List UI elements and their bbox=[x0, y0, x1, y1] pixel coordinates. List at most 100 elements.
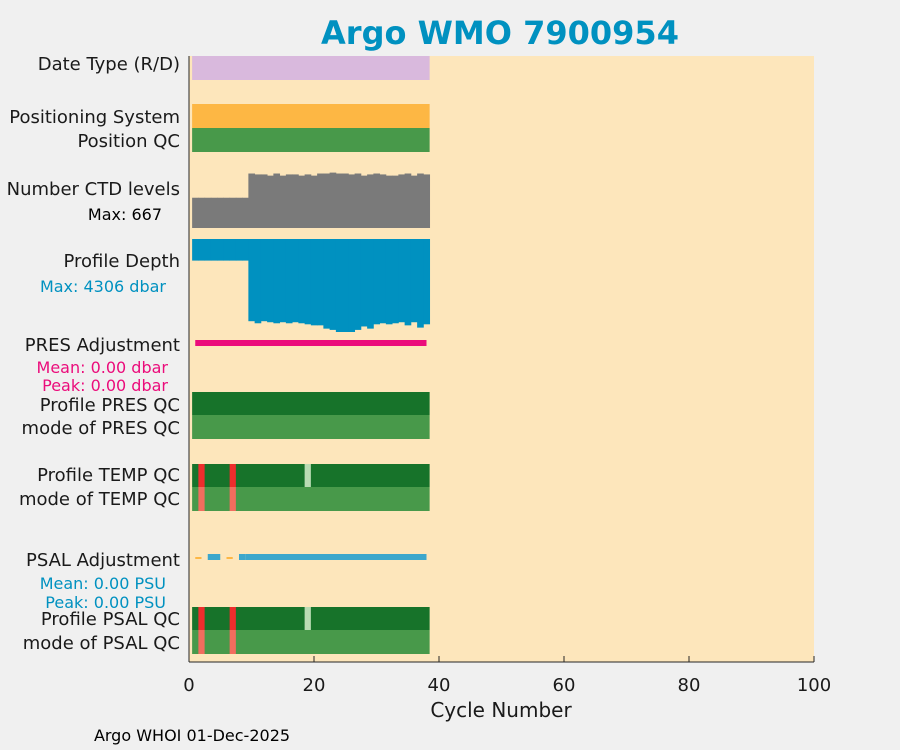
profile-depth-bar bbox=[373, 239, 381, 325]
psal-profile-qc-missing-cycle bbox=[304, 607, 311, 630]
label-mode-pres-qc: mode of PRES QC bbox=[22, 418, 180, 439]
temp-mode-qc-bad-cycle bbox=[229, 487, 236, 511]
ctd-level-bar bbox=[367, 174, 374, 228]
ctd-level-bar bbox=[273, 173, 281, 228]
psal-peak-label: Peak: 0.00 PSU bbox=[45, 593, 166, 612]
profile-depth-bar bbox=[398, 239, 406, 323]
ctd-level-bar bbox=[329, 172, 337, 228]
profile-depth-bar bbox=[254, 239, 262, 324]
temp-profile-qc-bad-cycle bbox=[198, 464, 205, 487]
profile-depth-bar bbox=[279, 239, 287, 323]
x-axis-ticks: 0 20 40 60 80 100 bbox=[183, 656, 831, 696]
profile-depth-bar bbox=[342, 239, 349, 332]
x-tick-label: 40 bbox=[428, 675, 451, 696]
position-qc-bar bbox=[192, 128, 430, 152]
psal-adjustment-segment bbox=[245, 554, 427, 560]
label-mode-temp-qc: mode of TEMP QC bbox=[19, 489, 180, 510]
profile-depth-bar bbox=[410, 239, 418, 323]
ctd-level-bar bbox=[204, 197, 212, 228]
label-psal-adjustment: PSAL Adjustment bbox=[26, 550, 180, 571]
ctd-level-bar bbox=[379, 174, 387, 228]
date-type-bar bbox=[192, 56, 430, 80]
psal-adjustment-segment bbox=[195, 557, 202, 559]
psal-adjustment-segment bbox=[207, 554, 221, 560]
ctd-level-bar bbox=[298, 175, 306, 228]
profile-depth-bar bbox=[248, 239, 256, 322]
label-pres-adjustment: PRES Adjustment bbox=[25, 335, 180, 356]
label-profile-depth: Profile Depth bbox=[63, 251, 180, 272]
profile-depth-bar bbox=[348, 239, 356, 332]
profile-depth-bar bbox=[360, 239, 368, 327]
ctd-level-bar bbox=[210, 197, 218, 228]
profile-depth-bar bbox=[267, 239, 274, 323]
profile-depth-bar bbox=[298, 239, 306, 324]
label-profile-temp-qc: Profile TEMP QC bbox=[37, 465, 180, 486]
ctd-max-label: Max: 667 bbox=[88, 205, 162, 224]
ctd-level-bar bbox=[373, 173, 381, 228]
psal-adjustment-segment bbox=[226, 557, 233, 559]
ctd-level-bar bbox=[323, 173, 331, 228]
label-profile-psal-qc: Profile PSAL QC bbox=[41, 609, 180, 630]
pres-mean-label: Mean: 0.00 dbar bbox=[37, 358, 169, 377]
ctd-level-bar bbox=[360, 175, 368, 228]
ctd-level-bar bbox=[310, 175, 318, 228]
ctd-level-bar bbox=[242, 197, 249, 228]
ctd-level-bar bbox=[260, 174, 268, 228]
profile-depth-bar bbox=[204, 239, 212, 261]
profile-depth-bar bbox=[323, 239, 331, 329]
x-tick-label: 0 bbox=[183, 675, 194, 696]
mode-pres-qc-bar bbox=[192, 415, 430, 439]
ctd-level-bar bbox=[235, 197, 243, 228]
ctd-level-bar bbox=[292, 174, 299, 228]
ctd-level-bar bbox=[254, 174, 262, 228]
x-tick-label: 60 bbox=[553, 675, 576, 696]
temp-profile-qc-bad-cycle bbox=[229, 464, 236, 487]
profile-depth-bar bbox=[392, 239, 399, 324]
temp-profile-qc-missing-cycle bbox=[304, 464, 311, 487]
profile-depth-bar bbox=[235, 239, 243, 261]
ctd-level-bar bbox=[417, 173, 424, 228]
label-mode-psal-qc: mode of PSAL QC bbox=[23, 633, 180, 654]
ctd-level-bar bbox=[342, 173, 349, 228]
chart-title: Argo WMO 7900954 bbox=[321, 14, 679, 52]
profile-depth-bar bbox=[285, 239, 293, 324]
profile-depth-bar bbox=[354, 239, 362, 330]
chart-marks bbox=[192, 56, 431, 654]
ctd-level-bar bbox=[248, 173, 256, 228]
ctd-level-bar bbox=[404, 173, 412, 228]
ctd-level-bar bbox=[392, 175, 399, 228]
psal-mean-label: Mean: 0.00 PSU bbox=[40, 574, 166, 593]
psal-mode-qc-bar bbox=[192, 630, 430, 654]
profile-depth-bar bbox=[367, 239, 374, 329]
x-axis-label: Cycle Number bbox=[430, 698, 572, 722]
label-profile-pres-qc: Profile PRES QC bbox=[40, 395, 180, 416]
ctd-level-bar bbox=[410, 175, 418, 228]
ctd-level-bar bbox=[279, 175, 287, 228]
profile-pres-qc-bar bbox=[192, 392, 430, 415]
profile-depth-bar bbox=[273, 239, 281, 324]
ctd-level-bar bbox=[354, 173, 362, 228]
pres-peak-label: Peak: 0.00 dbar bbox=[42, 376, 168, 395]
pres-adjustment-line bbox=[195, 340, 427, 346]
profile-depth-bar bbox=[304, 239, 312, 325]
ctd-level-bar bbox=[217, 197, 224, 228]
profile-depth-bar bbox=[385, 239, 393, 325]
ctd-level-bar bbox=[192, 197, 199, 228]
label-position-qc: Position QC bbox=[77, 131, 180, 152]
profile-depth-bar bbox=[417, 239, 424, 328]
label-positioning-system: Positioning System bbox=[9, 107, 180, 128]
profile-depth-bar bbox=[335, 239, 343, 332]
profile-depth-bar bbox=[423, 239, 431, 325]
ctd-level-bar bbox=[304, 174, 312, 228]
footer-credit: Argo WHOI 01-Dec-2025 bbox=[94, 726, 290, 745]
ctd-level-bar bbox=[348, 174, 356, 228]
ctd-level-bar bbox=[223, 197, 231, 228]
psal-profile-qc-bad-cycle bbox=[229, 607, 236, 630]
profile-depth-bar bbox=[242, 239, 249, 261]
profile-depth-bar bbox=[329, 239, 337, 330]
profile-depth-bar bbox=[379, 239, 387, 324]
profile-depth-bar bbox=[223, 239, 231, 261]
temp-mode-qc-bar bbox=[192, 487, 430, 511]
plot-area bbox=[189, 56, 814, 662]
